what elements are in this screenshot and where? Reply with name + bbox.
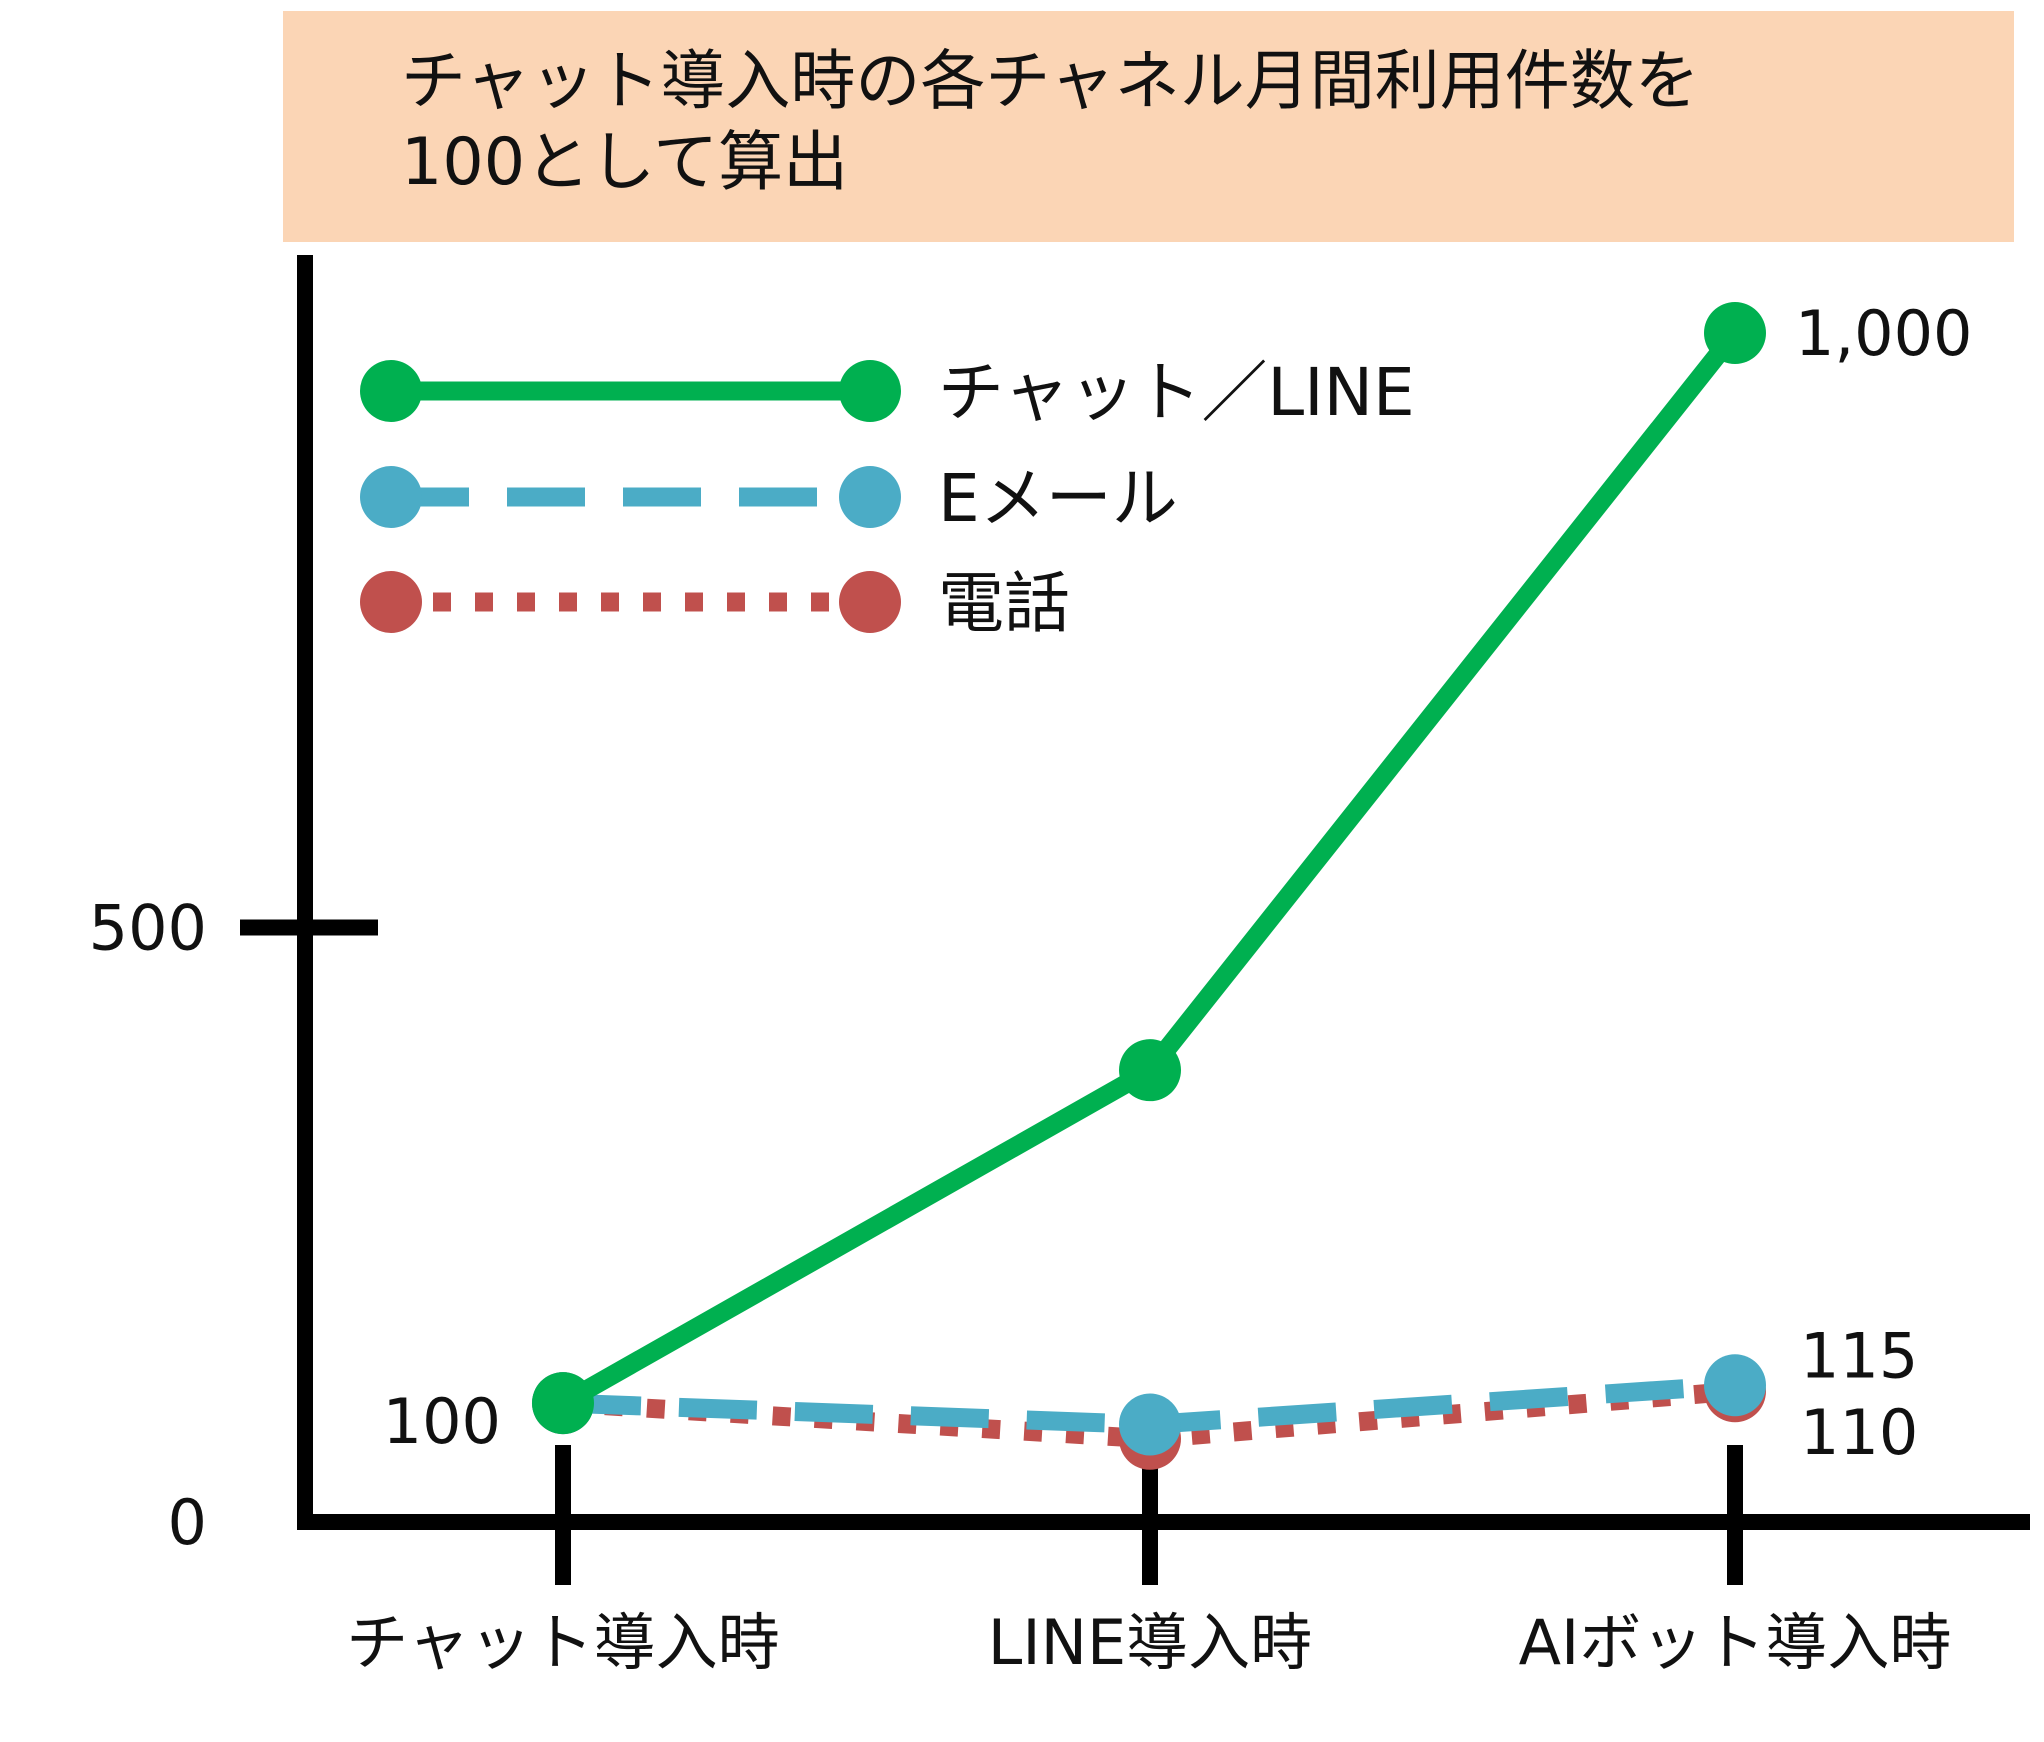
legend-label: 電話 [938,565,1070,642]
legend-item: Eメール [360,460,1178,537]
x-tick-label: AIボット導入時 [1519,1606,1952,1679]
data-point [532,1372,594,1435]
legend-marker [360,466,422,528]
legend-marker [839,360,901,422]
legend-marker [839,571,901,633]
y-tick-label: 0 [168,1486,207,1559]
data-label: 1,000 [1795,297,1973,370]
data-label: 110 [1800,1396,1918,1469]
legend-item: チャット／LINE [360,354,1415,431]
x-tick-label: LINE導入時 [988,1606,1312,1679]
axes: 0 500 チャット導入時 LINE導入時 AIボット導入時 [89,255,2030,1679]
legend-marker [839,466,901,528]
chart-note: チャット導入時の各チャネル月間利用件数を 100として算出 [283,11,2014,242]
data-label: 100 [383,1385,501,1458]
y-tick-label: 500 [89,892,207,965]
legend-marker [360,360,422,422]
data-point [1119,1393,1181,1456]
data-point [1119,1039,1181,1102]
series-layer [532,302,1766,1470]
data-point [1704,1354,1766,1417]
data-label: 115 [1800,1319,1918,1392]
series-2 [532,302,1766,1435]
legend-label: チャット／LINE [938,354,1415,431]
legend-label: Eメール [938,460,1178,537]
data-point [1704,302,1766,364]
legend-item: 電話 [360,565,1070,642]
legend-marker [360,571,422,633]
x-tick-label: チャット導入時 [346,1606,779,1679]
